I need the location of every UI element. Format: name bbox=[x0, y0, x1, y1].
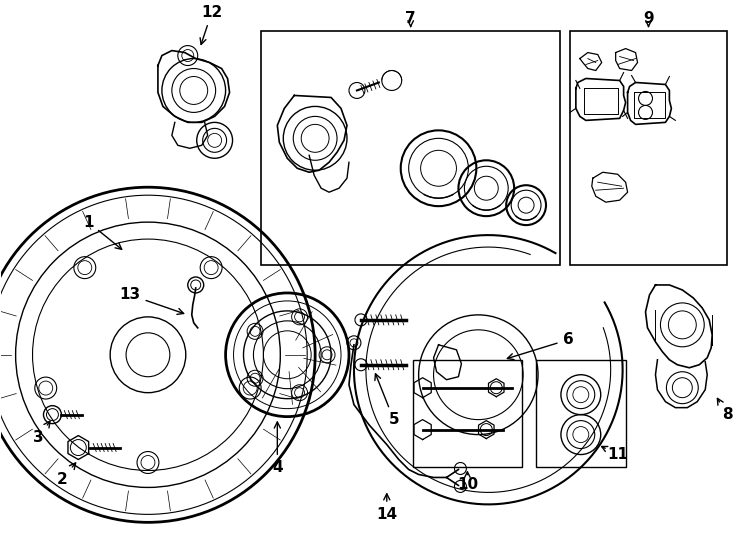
Text: 2: 2 bbox=[57, 463, 76, 487]
Text: 10: 10 bbox=[457, 477, 478, 492]
Text: 14: 14 bbox=[377, 494, 397, 522]
Text: 8: 8 bbox=[717, 399, 733, 422]
Text: 3: 3 bbox=[33, 421, 50, 445]
Text: 12: 12 bbox=[200, 5, 222, 44]
Text: 6: 6 bbox=[507, 332, 573, 360]
Text: 11: 11 bbox=[607, 447, 628, 462]
Text: 1: 1 bbox=[83, 214, 122, 249]
Text: 13: 13 bbox=[120, 287, 184, 314]
Text: 9: 9 bbox=[643, 11, 654, 26]
Bar bbox=[570, 31, 727, 265]
Text: 5: 5 bbox=[375, 374, 399, 427]
Bar bbox=[413, 360, 522, 468]
Bar bbox=[261, 31, 560, 265]
Text: 4: 4 bbox=[272, 422, 283, 475]
Text: 7: 7 bbox=[405, 11, 416, 26]
Bar bbox=[536, 360, 625, 468]
